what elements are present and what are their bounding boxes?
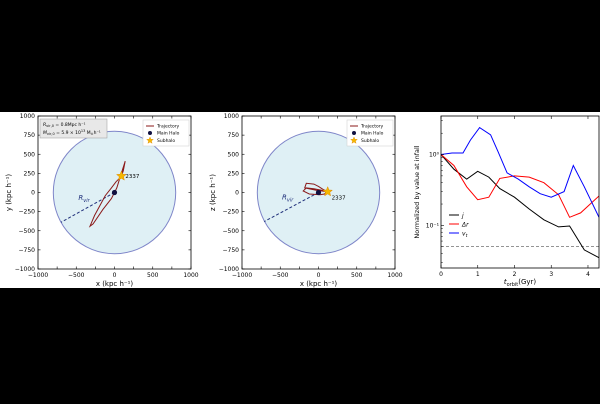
x-axis-label: x (kpc h⁻¹) — [96, 280, 134, 288]
y-tick-label: −750 — [19, 247, 36, 254]
x-tick-label: 0 — [113, 272, 117, 279]
y-tick-label: 500 — [228, 151, 240, 158]
subhalo-marker — [322, 186, 334, 197]
x-axis-label: x (kpc h⁻¹) — [300, 280, 338, 288]
rvir-label-main: R — [78, 194, 83, 202]
legend-label: Trajectory — [156, 124, 180, 130]
legend-label-name: j — [461, 213, 464, 220]
legend-label-2: vt — [462, 231, 468, 240]
y-tick-label: 0 — [235, 190, 239, 197]
legend-subhalo-swatch — [350, 136, 358, 144]
series-line-0 — [441, 154, 599, 259]
virial-radius-line — [60, 192, 115, 223]
rvir-label-sub: vir — [287, 198, 294, 204]
trajectory-line — [88, 160, 126, 228]
panel-xy: Rvir 2337 −1000 −750 −500 −250 0 250 500 750 1000 −… — [5, 113, 199, 288]
x-tick-label: 0 — [439, 271, 443, 278]
x-tick-label: 4 — [586, 271, 590, 278]
rvir-label: Rvir — [78, 194, 90, 204]
main-halo-marker — [111, 189, 118, 196]
info-rvir-symbol: R — [43, 122, 46, 128]
legend-main-halo-swatch — [148, 131, 152, 135]
x-tick-label: −500 — [68, 272, 85, 279]
info-line-rvir: Rvir,0 = 0.8Mpc h⁻¹ — [43, 122, 86, 128]
info-mvir-unit-sun: ⊙ — [91, 132, 94, 136]
x-axis-label: torbit(Gyr) — [504, 278, 537, 288]
x-tick-label: −500 — [272, 272, 289, 279]
legend-subhalo-swatch — [146, 136, 154, 144]
info-mvir-unit-h: h⁻¹ — [94, 130, 101, 136]
x-tick-label: 3 — [549, 271, 553, 278]
info-mvir-value: = 5.9 × 10 — [55, 130, 81, 136]
series-line-2 — [441, 126, 599, 218]
legend-label-name: Δr — [461, 222, 469, 229]
y-tick-label: −750 — [223, 247, 240, 254]
x-tick-label: −1000 — [232, 272, 252, 279]
legend-label: Main Halo — [361, 131, 384, 137]
y-tick-label: 0 — [31, 190, 35, 197]
rvir-label: Rvir — [282, 194, 294, 204]
y-tick-label: −1000 — [15, 266, 35, 273]
y-tick-label: −1000 — [219, 266, 239, 273]
info-line-mvir: Mvir,0 = 5.9 × 1013 M⊙h⁻¹ — [43, 129, 101, 136]
y-tick-label: 250 — [228, 170, 240, 177]
x-axis-label-unit: (Gyr) — [518, 278, 536, 286]
y-tick-label: 750 — [228, 132, 240, 139]
y-axis-label: Normalized by value at infall — [413, 145, 421, 238]
subhalo-id-label: 2337 — [332, 196, 346, 202]
y-axis-label: y (kpc h⁻¹) — [5, 174, 13, 212]
x-tick-label: 0 — [317, 272, 321, 279]
legend-label-1: Δr — [461, 222, 469, 229]
y-tick-label: 750 — [24, 132, 36, 139]
legend-label: Subhalo — [361, 138, 379, 144]
y-tick-label: 10⁻¹ — [426, 222, 440, 229]
y-tick-label: 10⁰ — [429, 152, 440, 159]
legend-label: Subhalo — [157, 138, 175, 144]
info-mvir-unit-m: M — [85, 130, 90, 136]
axes-frame — [440, 115, 600, 269]
series-line-1 — [441, 154, 599, 218]
subhalo-marker — [115, 170, 127, 181]
x-tick-label: −1000 — [28, 272, 48, 279]
legend-label: Main Halo — [157, 131, 180, 137]
virial-radius-line — [263, 192, 319, 223]
x-tick-label: 500 — [147, 272, 159, 279]
info-rvir-value: = 0.8Mpc h⁻¹ — [54, 122, 86, 128]
info-rvir-sub: vir,0 — [46, 124, 54, 128]
y-tick-label: 1000 — [20, 113, 35, 120]
legend-main-halo-swatch — [352, 131, 356, 135]
legend-label: Trajectory — [360, 124, 384, 130]
main-halo-marker — [315, 189, 322, 196]
info-mvir-sub: vir,0 — [47, 132, 55, 136]
info-mvir-exponent: 13 — [81, 129, 85, 133]
x-tick-label: 1 — [476, 271, 480, 278]
subhalo-id-label: 2337 — [125, 174, 139, 180]
x-tick-label: 500 — [351, 272, 363, 279]
x-tick-label: 2 — [513, 271, 517, 278]
x-tick-label: 1000 — [387, 272, 402, 279]
info-mvir-symbol: M — [43, 130, 47, 136]
x-tick-label: 1000 — [183, 272, 198, 279]
y-tick-label: 250 — [24, 170, 36, 177]
y-tick-label: −250 — [19, 209, 36, 216]
legend-label-0: j — [461, 213, 464, 220]
y-tick-label: 500 — [24, 151, 36, 158]
legend-label-sub: t — [466, 233, 468, 239]
rvir-label-main: R — [282, 194, 287, 202]
info-box — [39, 118, 108, 139]
y-tick-label: −500 — [223, 228, 240, 235]
rvir-label-sub: vir — [83, 198, 90, 204]
y-axis-label: z (kpc h⁻¹) — [209, 174, 217, 211]
y-tick-label: −500 — [19, 228, 36, 235]
x-axis-label-main: t — [504, 278, 507, 286]
panel-xz: Rvir 2337 −1000 −750 −500 −250 0 250 500 750 1000 −… — [209, 113, 403, 288]
x-axis-label-sub: orbit — [507, 282, 519, 288]
y-tick-label: −250 — [223, 209, 240, 216]
legend-label-name: v — [462, 231, 466, 238]
y-tick-label: 1000 — [224, 113, 239, 120]
